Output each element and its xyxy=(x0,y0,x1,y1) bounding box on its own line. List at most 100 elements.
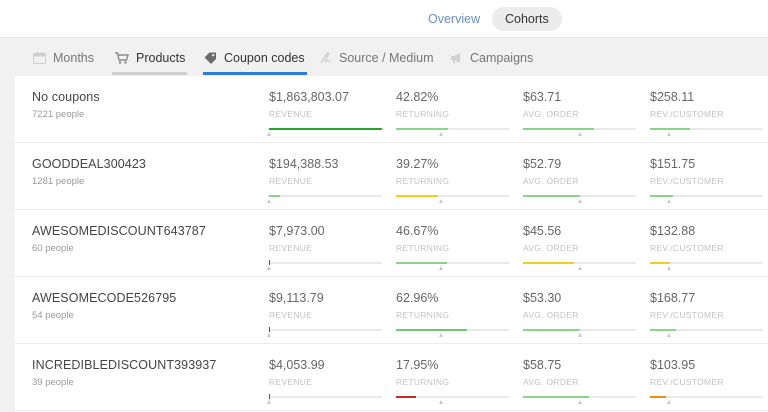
metric-bar-track xyxy=(650,128,763,130)
metric-value: 62.96% xyxy=(396,291,439,305)
cohort-dimension-tabs: Months Products Coupon codes Source / Me… xyxy=(0,39,768,76)
coupon-cohort-list: No coupons 7221 people $1,863,803.07 REVENU… xyxy=(15,76,768,412)
metric-value: 17.95% xyxy=(396,358,439,372)
metric-rev-per-customer: $168.77 REV./CUSTOMER xyxy=(650,291,763,341)
tab-source-medium[interactable]: Source / Medium xyxy=(320,39,433,76)
tab-months-label: Months xyxy=(53,50,94,65)
metric-rev-per-customer: $258.11 REV./CUSTOMER xyxy=(650,90,763,140)
average-marker-icon xyxy=(667,132,671,136)
coupon-row[interactable]: AWESOMEDISCOUNT643787 60 people $7,973.00 R… xyxy=(15,210,768,277)
tab-cohorts[interactable]: Cohorts xyxy=(492,7,562,31)
tab-products[interactable]: Products xyxy=(112,39,188,76)
tab-campaigns-label: Campaigns xyxy=(470,50,534,65)
average-marker-icon xyxy=(439,199,443,203)
metric-value: $45.56 xyxy=(523,224,562,238)
people-count: 60 people xyxy=(32,243,74,254)
metric-label: RETURNING xyxy=(396,243,450,253)
tab-products-label: Products xyxy=(136,50,186,65)
metric-bar-track xyxy=(269,394,382,399)
source-icon xyxy=(320,51,332,64)
metric-bar-track xyxy=(396,195,509,197)
tab-months[interactable]: Months xyxy=(33,39,94,76)
metric-revenue: $194,388.53 REVENUE xyxy=(267,157,382,207)
metric-bar-fill xyxy=(650,396,666,398)
metric-bar-track xyxy=(396,396,509,398)
metric-value: $258.11 xyxy=(650,90,695,104)
average-marker-icon xyxy=(578,333,582,337)
metric-revenue: $4,053.99 REVENUE xyxy=(267,358,382,408)
metric-value: $151.75 xyxy=(650,157,696,171)
average-marker-icon xyxy=(439,400,443,404)
metric-label: REV./CUSTOMER xyxy=(650,243,724,253)
coupon-row[interactable]: INCREDIBLEDISCOUNT393937 39 people $4,053.… xyxy=(15,344,768,411)
megaphone-icon xyxy=(450,52,463,64)
tab-overview[interactable]: Overview xyxy=(428,12,481,26)
tab-source-medium-label: Source / Medium xyxy=(339,50,434,65)
coupon-name: GOODDEAL300423 xyxy=(32,157,146,171)
metric-rev-per-customer: $151.75 REV./CUSTOMER xyxy=(650,157,763,207)
metric-bar-track xyxy=(650,396,763,398)
metric-value: $63.71 xyxy=(523,90,562,104)
metric-label: REV./CUSTOMER xyxy=(650,109,724,119)
metric-value: $53.30 xyxy=(523,291,562,305)
metric-bar-track xyxy=(269,128,382,130)
metric-label: REV./CUSTOMER xyxy=(650,377,724,387)
average-marker-icon xyxy=(667,333,671,337)
coupon-row[interactable]: No coupons 7221 people $1,863,803.07 REVENU… xyxy=(15,76,768,143)
coupon-name: INCREDIBLEDISCOUNT393937 xyxy=(32,358,217,372)
average-marker-icon xyxy=(267,199,271,203)
metric-label: AVG. ORDER xyxy=(523,377,579,387)
metric-value: 42.82% xyxy=(396,90,439,104)
metric-bar-track xyxy=(396,262,509,264)
metric-bar-fill xyxy=(523,329,580,331)
coupon-name: AWESOMEDISCOUNT643787 xyxy=(32,224,206,238)
metric-label: RETURNING xyxy=(396,109,450,119)
metric-rev-per-customer: $132.88 REV./CUSTOMER xyxy=(650,224,763,274)
tab-campaigns[interactable]: Campaigns xyxy=(450,39,533,76)
metric-bar-fill xyxy=(650,329,676,331)
metric-bar-fill xyxy=(269,394,270,399)
metric-bar-track xyxy=(269,327,382,332)
metric-bar-fill xyxy=(650,128,690,130)
metric-value: $132.88 xyxy=(650,224,696,238)
average-marker-icon xyxy=(578,400,582,404)
metric-bar-fill xyxy=(396,329,467,331)
people-count: 7221 people xyxy=(32,109,85,120)
average-marker-icon xyxy=(439,132,443,136)
tab-coupon-codes[interactable]: Coupon codes xyxy=(203,39,307,76)
metric-value: $168.77 xyxy=(650,291,696,305)
metric-bar-fill xyxy=(396,195,438,197)
metric-bar-track xyxy=(523,329,636,331)
average-marker-icon xyxy=(667,199,671,203)
metric-bar-fill xyxy=(650,195,673,197)
tag-icon xyxy=(204,52,217,64)
metric-label: REV./CUSTOMER xyxy=(650,176,724,186)
metric-label: REVENUE xyxy=(269,243,313,253)
metric-label: REV./CUSTOMER xyxy=(650,310,724,320)
metric-label: REVENUE xyxy=(269,310,313,320)
top-bar: Overview Cohorts xyxy=(0,0,768,38)
metric-bar-fill xyxy=(523,396,589,398)
calendar-icon xyxy=(33,51,46,64)
metric-value: $4,053.99 xyxy=(269,358,325,372)
metric-bar-track xyxy=(650,195,763,197)
metric-label: AVG. ORDER xyxy=(523,243,579,253)
metric-label: REVENUE xyxy=(269,176,313,186)
metric-value: $1,863,803.07 xyxy=(269,90,349,104)
metric-bar-track xyxy=(523,262,636,264)
coupon-row[interactable]: AWESOMECODE526795 54 people $9,113.79 REVEN… xyxy=(15,277,768,344)
metric-bar-track xyxy=(396,329,509,331)
metric-returning: 17.95% RETURNING xyxy=(396,358,509,408)
metric-bar-fill xyxy=(523,195,580,197)
people-count: 1281 people xyxy=(32,176,85,187)
metric-avg-order: $52.79 AVG. ORDER xyxy=(523,157,636,207)
metric-revenue: $7,973.00 REVENUE xyxy=(267,224,382,274)
metric-avg-order: $45.56 AVG. ORDER xyxy=(523,224,636,274)
metric-label: REVENUE xyxy=(269,377,313,387)
coupon-row[interactable]: GOODDEAL300423 1281 people $194,388.53 REVE… xyxy=(15,143,768,210)
metric-bar-fill xyxy=(396,262,447,264)
average-marker-icon xyxy=(267,400,271,404)
average-marker-icon xyxy=(578,266,582,270)
metric-label: AVG. ORDER xyxy=(523,109,579,119)
metric-rev-per-customer: $103.95 REV./CUSTOMER xyxy=(650,358,763,408)
